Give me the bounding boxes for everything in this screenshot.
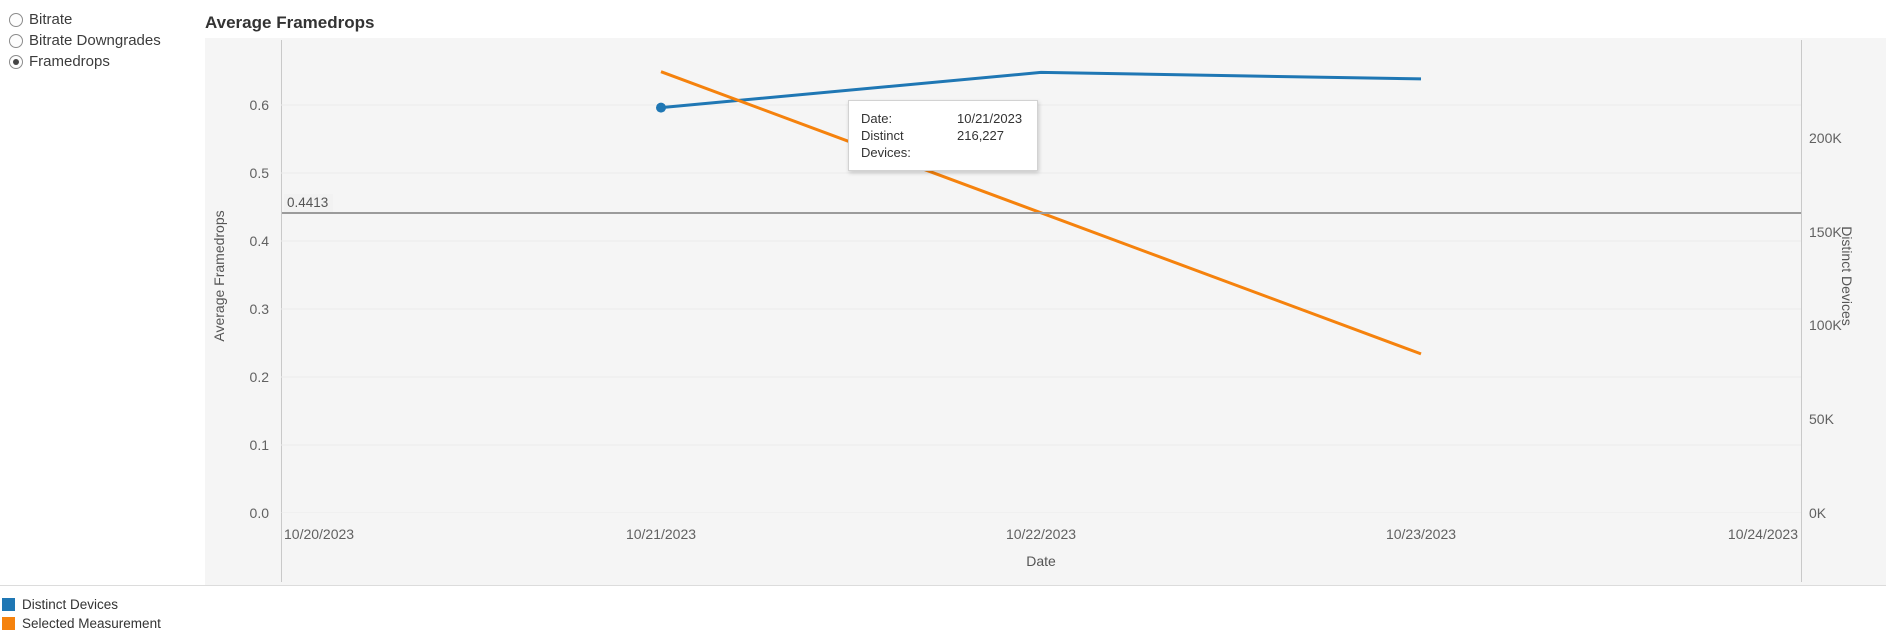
x-tick-label: 10/23/2023 — [1385, 526, 1457, 542]
radio-input-bitrate-downgrades[interactable] — [9, 33, 23, 48]
y-left-tick-label: 0.6 — [249, 96, 269, 113]
measurement-radio-group: Bitrate Bitrate Downgrades Framedrops — [0, 0, 200, 585]
legend-label-selected-measurement: Selected Measurement — [22, 615, 161, 631]
chart-title: Average Framedrops — [205, 13, 375, 32]
y-left-tick-label: 0.4 — [249, 232, 269, 249]
x-axis-title: Date — [1026, 553, 1056, 569]
tooltip-date-label: Date: — [861, 111, 893, 126]
right-axis-line — [1801, 40, 1802, 582]
reference-line-label: 0.4413 — [284, 193, 334, 212]
y-right-tick-label: 50K — [1809, 411, 1834, 428]
tooltip-devices-label: Distinct Devices: — [861, 128, 911, 160]
legend-item-distinct-devices[interactable]: Distinct Devices — [2, 596, 161, 613]
x-tick-label: 10/22/2023 — [1005, 526, 1077, 542]
tooltip-row-date: Date: 10/21/2023 — [861, 110, 1025, 127]
radio-option-framedrops[interactable]: Framedrops — [9, 51, 200, 72]
tooltip-date-value: 10/21/2023 — [957, 111, 1023, 126]
radio-label-framedrops: Framedrops — [29, 53, 110, 70]
left-axis-title: Average Framedrops — [211, 210, 227, 342]
radio-option-bitrate[interactable]: Bitrate — [9, 9, 200, 30]
chart-pane[interactable] — [281, 38, 1801, 513]
right-axis-title: Distinct Devices — [1839, 226, 1855, 326]
x-tick-label: 10/21/2023 — [625, 526, 697, 542]
y-left-tick-label: 0.5 — [249, 164, 269, 181]
y-right-tick-label: 100K — [1809, 317, 1842, 334]
y-left-tick-label: 0.3 — [249, 300, 269, 317]
y-left-tick-label: 0.0 — [249, 505, 269, 521]
legend-swatch-distinct-devices — [2, 598, 15, 611]
left-axis-line — [281, 40, 282, 582]
y-right-tick-label: 0K — [1809, 505, 1827, 521]
radio-input-framedrops[interactable] — [9, 54, 23, 69]
x-tick-label: 10/24/2023 — [1727, 526, 1798, 542]
chart-legend: Distinct Devices Selected Measurement — [2, 596, 161, 634]
series-line-0[interactable] — [660, 70, 1422, 110]
reference-line — [282, 211, 1801, 214]
tooltip-row-distinct-devices: Distinct Devices: 216,227 — [861, 127, 1025, 161]
radio-option-bitrate-downgrades[interactable]: Bitrate Downgrades — [9, 30, 200, 51]
radio-input-bitrate[interactable] — [9, 12, 23, 27]
radio-label-bitrate: Bitrate — [29, 11, 73, 28]
legend-swatch-selected-measurement — [2, 617, 15, 630]
legend-label-distinct-devices: Distinct Devices — [22, 596, 119, 612]
legend-divider — [0, 585, 1886, 586]
legend-item-selected-measurement[interactable]: Selected Measurement — [2, 615, 161, 632]
y-right-tick-label: 150K — [1809, 223, 1842, 240]
y-left-tick-label: 0.1 — [249, 436, 269, 453]
tooltip: Date: 10/21/2023 Distinct Devices: 216,2… — [848, 100, 1038, 171]
tooltip-devices-value: 216,227 — [957, 128, 1004, 143]
y-right-tick-label: 200K — [1809, 129, 1842, 146]
radio-label-bitrate-downgrades: Bitrate Downgrades — [29, 32, 161, 49]
y-left-tick-label: 0.2 — [249, 368, 269, 385]
chart-svg — [281, 70, 1801, 513]
plot-area: 0.0 0.1 0.2 0.3 0.4 0.5 0.6 0K 50K 100K 150K 200K … — [205, 38, 1886, 585]
x-tick-label: 10/20/2023 — [284, 526, 355, 542]
hovered-point-marker[interactable] — [656, 102, 666, 113]
